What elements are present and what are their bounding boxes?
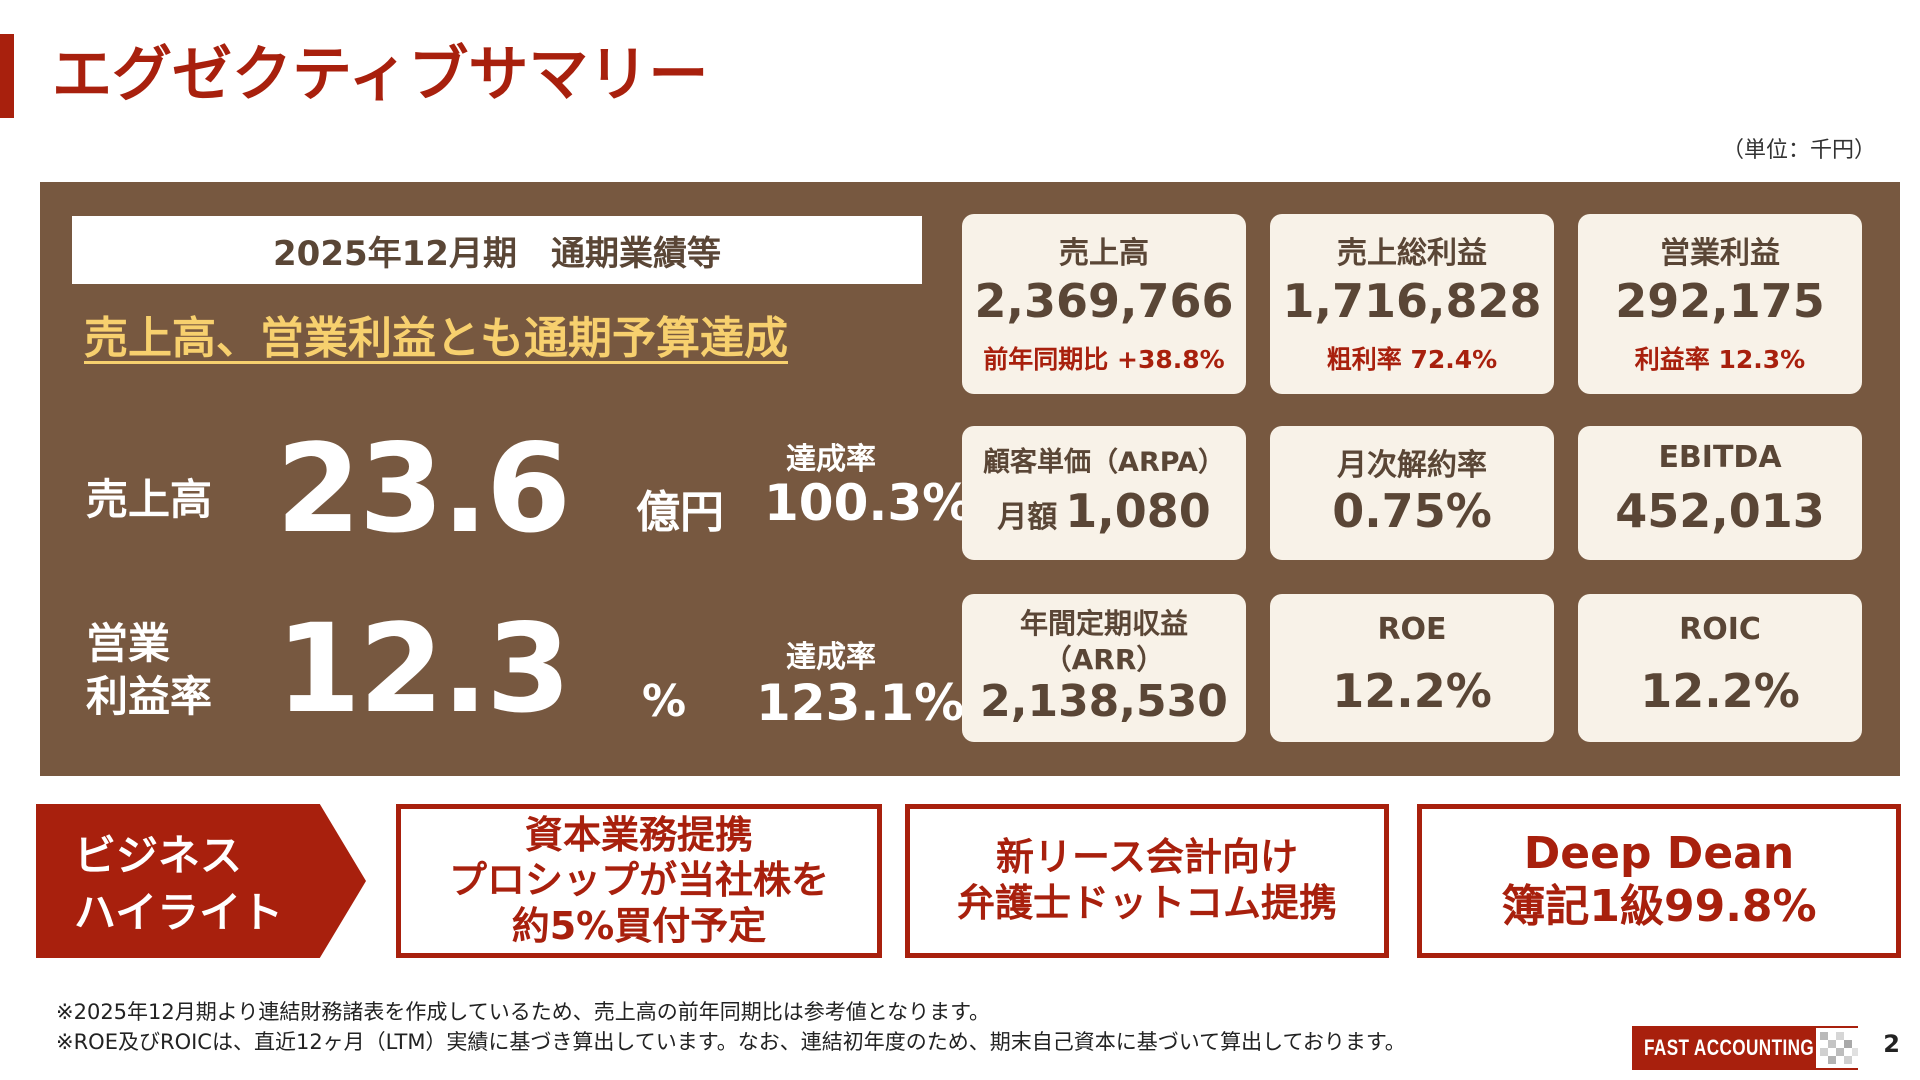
kpi-card-label: 顧客単価（ARPA） (983, 447, 1225, 478)
period-box: 2025年12月期 通期業績等 (72, 216, 922, 284)
business-highlight-arrow: ビジネス ハイライト (36, 804, 366, 958)
kpi-card-label: ROE (1377, 612, 1447, 647)
kpi-card-label: EBITDA (1658, 440, 1782, 475)
revenue-unit: 億円 (636, 487, 724, 538)
kpi-card-ebitda: EBITDA 452,013 (1578, 426, 1862, 560)
revenue-row: 売上高 23.6 億円 達成率 100.3% (86, 418, 972, 572)
revenue-rate-value: 100.3% (764, 474, 973, 532)
arpa-value: 1,080 (1065, 484, 1211, 538)
kpi-card-value: 12.2% (1640, 664, 1800, 718)
kpi-card-value: 2,138,530 (980, 676, 1228, 727)
kpi-card-roic: ROIC 12.2% (1578, 594, 1862, 742)
kpi-card-value: 292,175 (1615, 274, 1825, 328)
operating-margin-unit: % (642, 676, 687, 727)
highlight-text: 新リース会計向け 弁護士ドットコム提携 (956, 835, 1337, 925)
kpi-card-churn: 月次解約率 0.75% (1270, 426, 1554, 560)
kpi-card-label: 売上高 (1059, 236, 1149, 271)
kpi-card-label: ROIC (1679, 612, 1761, 647)
headline: 売上高、営業利益とも通期予算達成 (84, 313, 788, 364)
revenue-value: 23.6 (276, 418, 571, 560)
kpi-card-sub: 粗利率 72.4% (1326, 345, 1498, 374)
kpi-card-gross-profit: 売上総利益 1,716,828 粗利率 72.4% (1270, 214, 1554, 394)
operating-margin-row: 営業 利益率 12.3 % 達成率 123.1% (86, 598, 964, 752)
highlight-box-lease-accounting: 新リース会計向け 弁護士ドットコム提携 (905, 804, 1389, 958)
company-logo: FAST ACCOUNTING (1632, 1026, 1862, 1070)
kpi-card-arpa: 顧客単価（ARPA） 月額 1,080 (962, 426, 1246, 560)
kpi-card-label: 年間定期収益 (1019, 607, 1188, 640)
kpi-card-value: 1,716,828 (1282, 274, 1542, 328)
kpi-card-label: 月次解約率 (1337, 448, 1487, 483)
page-number: 2 (1883, 1030, 1900, 1058)
arpa-prefix: 月額 (997, 500, 1058, 535)
business-highlight-label: ビジネス ハイライト (74, 831, 284, 937)
highlight-box-deep-dean: Deep Dean 簿記1級99.8% (1417, 804, 1901, 958)
kpi-card-arr: 年間定期収益 （ARR） 2,138,530 (962, 594, 1246, 742)
title-accent-bar (0, 34, 14, 118)
kpi-card-roe: ROE 12.2% (1270, 594, 1554, 742)
kpi-card-value: 452,013 (1615, 484, 1825, 538)
period-label: 2025年12月期 通期業績等 (273, 233, 721, 274)
kpi-card-label: 営業利益 (1660, 236, 1780, 271)
kpi-card-operating-profit: 営業利益 292,175 利益率 12.3% (1578, 214, 1862, 394)
kpi-card-label: 売上総利益 (1337, 236, 1487, 271)
kpi-card-value: 月額 1,080 (962, 484, 1246, 538)
highlight-text: Deep Dean 簿記1級99.8% (1501, 828, 1817, 932)
kpi-card-value: 0.75% (1332, 484, 1492, 538)
operating-margin-rate-label: 達成率 (786, 640, 876, 675)
revenue-rate-label: 達成率 (786, 442, 876, 477)
revenue-label: 売上高 (86, 475, 213, 524)
highlight-box-alliance: 資本業務提携 プロシップが当社株を 約5%買付予定 (396, 804, 882, 958)
kpi-card-value: 12.2% (1332, 664, 1492, 718)
unit-note: （単位：千円） (1721, 138, 1876, 163)
logo-text: FAST ACCOUNTING (1644, 1035, 1815, 1060)
kpi-card-sub: 前年同期比 +38.8% (983, 345, 1225, 374)
summary-panel: 2025年12月期 通期業績等 売上高、営業利益とも通期予算達成 売上高 23.… (40, 182, 1900, 776)
operating-margin-rate-value: 123.1% (756, 674, 965, 732)
footnote: ※2025年12月期より連結財務諸表を作成しているため、売上高の前年同期比は参考… (56, 1000, 990, 1024)
page-title: エグゼクティブサマリー (52, 40, 709, 110)
kpi-card-sub: 利益率 12.3% (1634, 345, 1806, 374)
highlight-text: 資本業務提携 プロシップが当社株を 約5%買付予定 (448, 812, 829, 948)
pixel-mosaic-icon (1816, 1028, 1862, 1068)
operating-margin-value: 12.3 (276, 598, 571, 740)
footnote: ※ROE及びROICは、直近12ヶ月（LTM）実績に基づき算出しています。なお、… (56, 1030, 1406, 1054)
kpi-card-value: 2,369,766 (974, 274, 1234, 328)
kpi-card-label-sub: （ARR） (1043, 643, 1165, 676)
operating-margin-label: 営業 利益率 (86, 619, 213, 721)
kpi-card-sales: 売上高 2,369,766 前年同期比 +38.8% (962, 214, 1246, 394)
